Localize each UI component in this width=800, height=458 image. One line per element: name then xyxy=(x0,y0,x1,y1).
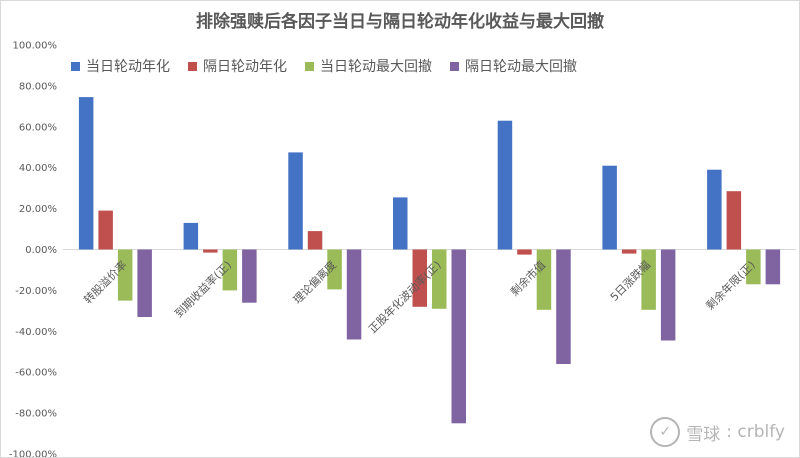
watermark: ✓ 雪球 : crblfy xyxy=(650,417,785,447)
bar-2-3 xyxy=(307,231,323,250)
bar-1-6 xyxy=(602,165,617,250)
bar-4-4 xyxy=(451,249,466,424)
bar-1-7 xyxy=(707,169,722,250)
legend-item-3: 当日轮动最大回撤 xyxy=(305,56,432,76)
legend-item-1: 当日轮动年化 xyxy=(71,56,170,76)
y-tick-label: -20.00% xyxy=(15,286,57,297)
bar-3-7 xyxy=(746,249,761,285)
legend-item-4: 隔日轮动最大回撤 xyxy=(450,56,577,76)
legend-swatch xyxy=(188,61,197,71)
bar-1-2 xyxy=(183,222,199,250)
bar-4-2 xyxy=(242,249,257,303)
legend-swatch xyxy=(71,61,80,71)
bar-4-1 xyxy=(137,249,152,317)
bar-1-4 xyxy=(393,197,408,250)
y-tick-label: -80.00% xyxy=(15,409,57,420)
legend-item-2: 隔日轮动年化 xyxy=(188,56,287,76)
bar-2-5 xyxy=(517,249,532,255)
bar-1-3 xyxy=(288,152,303,250)
y-tick-label: -40.00% xyxy=(15,327,57,338)
bar-1-5 xyxy=(497,120,513,250)
bar-3-3 xyxy=(327,249,342,290)
xueqiu-logo-icon: ✓ xyxy=(650,417,681,447)
bar-3-1 xyxy=(117,249,133,301)
legend-label: 当日轮动年化 xyxy=(86,59,170,75)
bar-3-2 xyxy=(222,249,238,291)
y-tick-label: 100.00% xyxy=(13,41,58,52)
legend-swatch xyxy=(305,61,314,71)
bar-2-1 xyxy=(98,210,113,250)
y-tick-label: 60.00% xyxy=(19,122,57,133)
y-tick-label: 0.00% xyxy=(25,245,57,256)
legend-label: 隔日轮动年化 xyxy=(203,59,287,75)
bar-2-4 xyxy=(412,249,427,307)
y-tick-label: 80.00% xyxy=(19,81,57,92)
watermark-brand: 雪球 xyxy=(686,424,721,445)
bar-4-7 xyxy=(765,249,781,285)
bar-2-7 xyxy=(726,191,742,250)
legend: 当日轮动年化 隔日轮动年化 当日轮动最大回撤 隔日轮动最大回撤 xyxy=(71,56,577,76)
bar-4-3 xyxy=(346,249,362,340)
y-tick-label: -60.00% xyxy=(15,368,57,379)
y-tick-label: 40.00% xyxy=(19,163,57,174)
chart-title: 排除强赎后各因子当日与隔日轮动年化收益与最大回撤 xyxy=(196,12,604,32)
bar-1-1 xyxy=(78,97,94,250)
bar-2-6 xyxy=(621,249,637,254)
bar-2-2 xyxy=(203,249,218,253)
y-tick-label: 20.00% xyxy=(19,204,57,215)
bar-3-4 xyxy=(432,249,447,309)
legend-label: 当日轮动最大回撤 xyxy=(320,59,432,75)
bar-3-5 xyxy=(536,249,552,310)
legend-swatch xyxy=(450,61,459,71)
watermark-user: : crblfy xyxy=(726,422,785,442)
bar-4-5 xyxy=(556,249,571,364)
legend-label: 隔日轮动最大回撤 xyxy=(465,59,577,75)
category-label: 剩余年限(正) xyxy=(703,258,758,313)
y-tick-label: -100.00% xyxy=(9,450,57,458)
category-label: 正股年化波动率(正) xyxy=(365,258,443,336)
bar-4-6 xyxy=(660,249,676,341)
bar-3-6 xyxy=(641,249,656,310)
